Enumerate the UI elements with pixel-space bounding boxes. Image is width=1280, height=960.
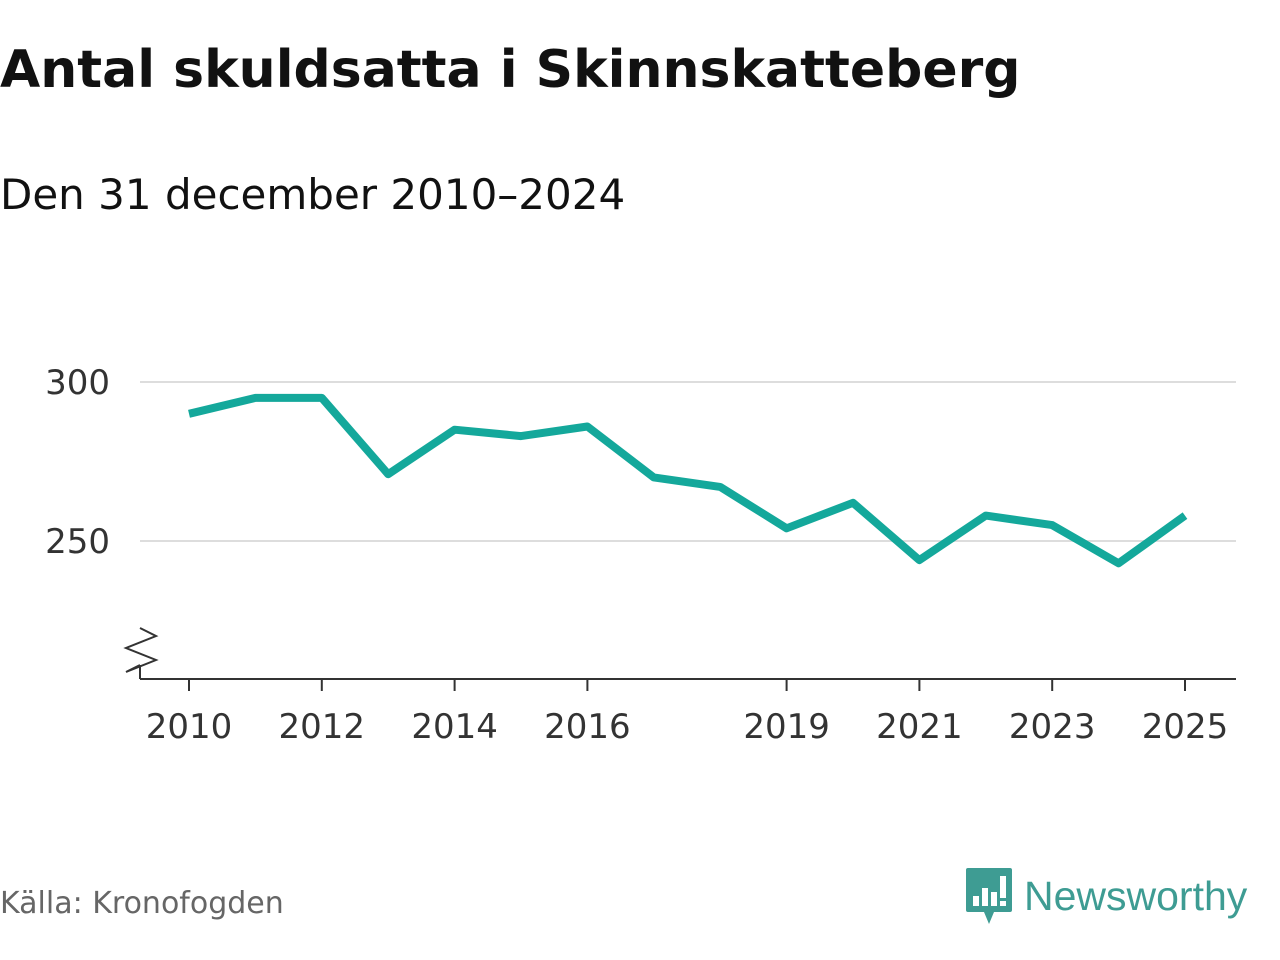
x-tick-label-2023: 2023 bbox=[1009, 707, 1096, 747]
y-tick-label-250: 250 bbox=[45, 522, 110, 562]
x-ticks: 2010 2012 2014 2016 2019 2021 2023 2025 bbox=[146, 679, 1229, 747]
x-tick-label-2014: 2014 bbox=[411, 707, 498, 747]
x-tick-label-2012: 2012 bbox=[279, 707, 366, 747]
y-tick-label-300: 300 bbox=[45, 363, 110, 403]
x-tick-label-2016: 2016 bbox=[544, 707, 631, 747]
newsworthy-icon bbox=[966, 868, 1012, 924]
y-ticks: 250 300 bbox=[45, 363, 110, 562]
axis-break-mark bbox=[123, 627, 159, 673]
chart-subtitle: Den 31 december 2010–2024 bbox=[0, 170, 626, 219]
axes bbox=[123, 627, 1236, 680]
x-tick-label-2010: 2010 bbox=[146, 707, 233, 747]
x-tick-label-2021: 2021 bbox=[876, 707, 963, 747]
brand-logo: Newsworthy bbox=[964, 866, 1247, 926]
brand-name: Newsworthy bbox=[1024, 872, 1248, 919]
line-chart: 2010 2012 2014 2016 2019 2021 2023 2025 250 300 bbox=[45, 363, 1236, 747]
gridlines bbox=[140, 381, 1236, 542]
x-tick-label-2019: 2019 bbox=[743, 707, 830, 747]
source-note: Källa: Kronofogden bbox=[0, 886, 284, 921]
chart-title: Antal skuldsatta i Skinnskatteberg bbox=[0, 40, 1021, 100]
x-tick-label-2025: 2025 bbox=[1142, 707, 1229, 747]
series-line-antal-skuldsatta bbox=[188, 393, 1188, 568]
